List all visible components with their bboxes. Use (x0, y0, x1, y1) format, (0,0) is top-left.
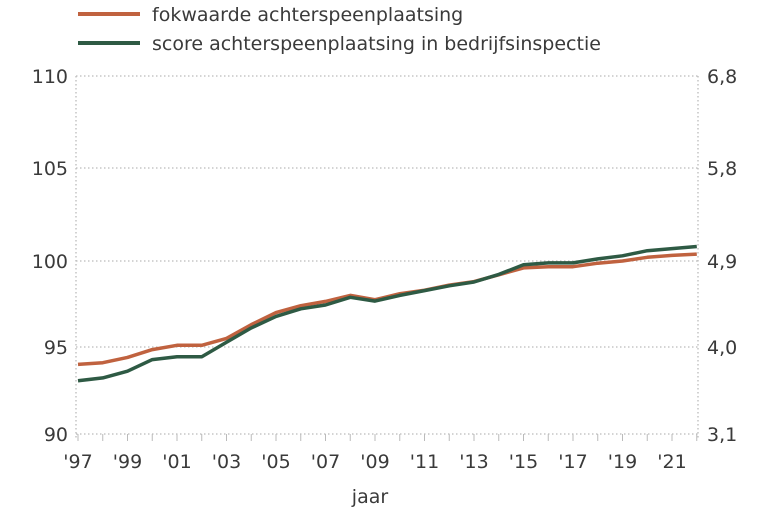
axes: 90 3,1 95 4,0 100 4,9 105 5,8 110 6,8 '97 '99 '01 '03… (32, 66, 737, 473)
y-left-tick-label: 110 (32, 66, 68, 88)
x-tick-label: '15 (509, 451, 538, 473)
y-left-tick-label: 100 (32, 251, 68, 273)
y-right-tick-label: 4,0 (707, 337, 737, 359)
x-tick-label: '99 (113, 451, 142, 473)
x-tick-label: '03 (212, 451, 241, 473)
legend-label-score: score achterspeenplaatsing in bedrijfsin… (152, 33, 601, 55)
series-line-fokwaarde (77, 252, 697, 367)
y-left-tick-label: 90 (44, 424, 68, 446)
legend: fokwaarde achterspeenplaatsing score ach… (78, 4, 601, 55)
y-right-tick-label: 4,9 (707, 251, 737, 273)
series-line-score (77, 244, 697, 383)
y-right-tick-label: 5,8 (707, 158, 737, 180)
gridlines (76, 75, 698, 435)
x-tick-label: '07 (311, 451, 340, 473)
x-tick-label: '21 (657, 451, 686, 473)
x-tick-label: '19 (608, 451, 637, 473)
y-left-tick-label: 105 (32, 158, 68, 180)
x-tick-label: '17 (558, 451, 587, 473)
x-axis-title: jaar (351, 486, 389, 508)
x-tick-label: '09 (360, 451, 389, 473)
y-right-tick-label: 3,1 (707, 424, 737, 446)
x-tick-label: '01 (162, 451, 191, 473)
y-right-tick-label: 6,8 (707, 66, 737, 88)
x-tick-label: '05 (261, 451, 290, 473)
x-tick-label: '11 (410, 451, 439, 473)
x-tick-label: '97 (63, 451, 92, 473)
y-left-tick-label: 95 (44, 337, 68, 359)
legend-label-fokwaarde: fokwaarde achterspeenplaatsing (152, 4, 463, 26)
x-tick-label: '13 (459, 451, 488, 473)
series-lines (77, 244, 697, 383)
